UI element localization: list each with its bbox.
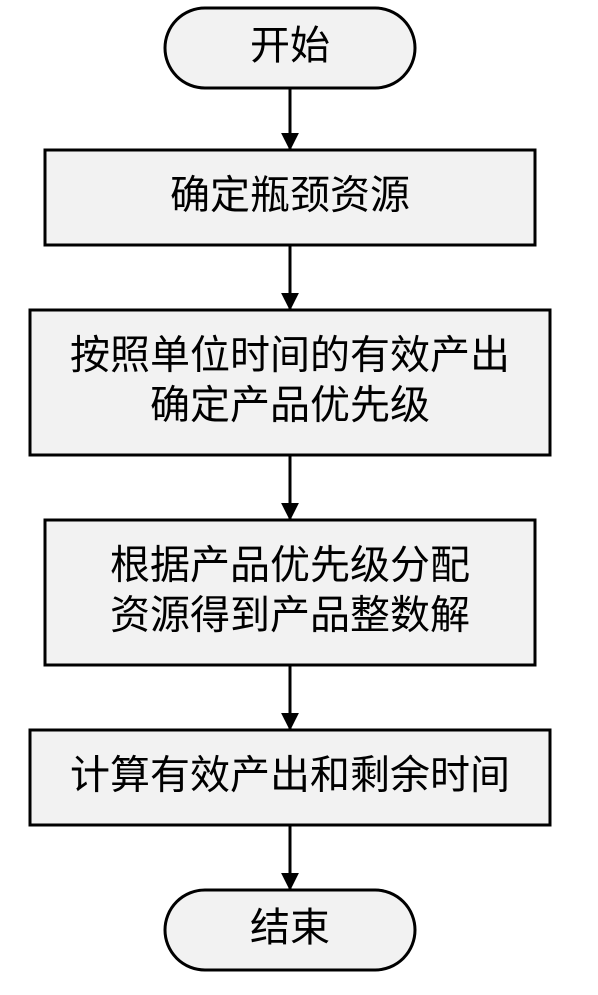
- flowchart-canvas: 开始确定瓶颈资源按照单位时间的有效产出确定产品优先级根据产品优先级分配资源得到产…: [0, 0, 598, 995]
- node-label-step2-line1: 按照单位时间的有效产出: [70, 333, 510, 378]
- node-label-start: 开始: [250, 23, 330, 68]
- node-label-step4: 计算有效产出和剩余时间: [70, 753, 510, 798]
- node-label-end: 结束: [250, 905, 330, 950]
- node-label-step2-line2: 确定产品优先级: [150, 383, 430, 428]
- node-label-step3-line1: 根据产品优先级分配: [110, 543, 470, 588]
- node-label-step3-line2: 资源得到产品整数解: [110, 593, 470, 638]
- node-label-step1: 确定瓶颈资源: [170, 173, 410, 218]
